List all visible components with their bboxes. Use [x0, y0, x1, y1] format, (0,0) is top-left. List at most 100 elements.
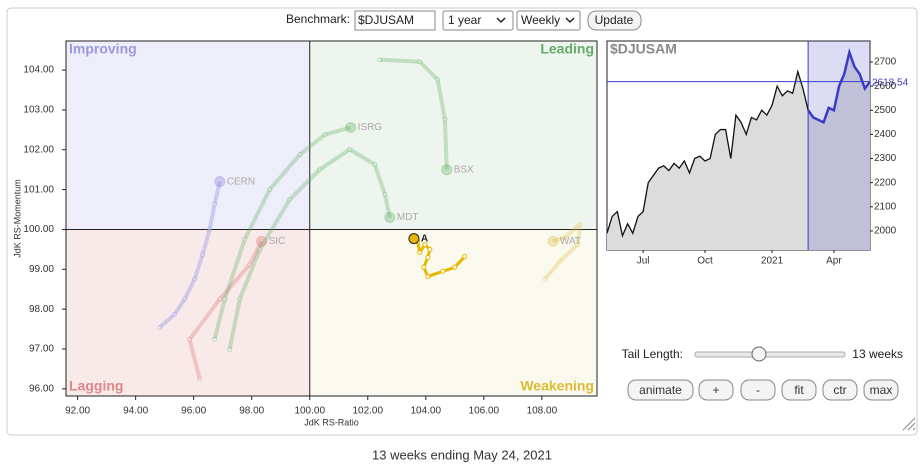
tail-label: ISRG: [358, 122, 383, 133]
control-button[interactable]: ctr: [822, 379, 858, 401]
tail-point: [417, 59, 423, 65]
y-tick-label: 104.00: [23, 65, 54, 76]
tail-point: [417, 250, 423, 256]
y-tick-label: 103.00: [23, 105, 54, 116]
resize-handle: [902, 417, 916, 431]
y-tick-label: 98.00: [29, 304, 54, 315]
button-frame[interactable]: [740, 379, 776, 401]
button-frame[interactable]: [781, 379, 817, 401]
quadrant-label: Leading: [540, 41, 594, 57]
button-label[interactable]: max: [870, 383, 893, 397]
benchmark-value[interactable]: $DJUSAM: [358, 13, 414, 27]
tail-label: A: [421, 233, 428, 244]
quadrant-improving: [66, 41, 310, 230]
tail-point: [372, 162, 378, 168]
tail: [543, 222, 582, 281]
control-button[interactable]: animate: [627, 379, 694, 401]
x-tick-label: 92.00: [65, 406, 90, 417]
frequency-value[interactable]: Weekly: [521, 13, 560, 27]
price-line-tail: [807, 47, 872, 125]
period-value[interactable]: 1 year: [448, 13, 481, 27]
tail-point: [227, 346, 233, 352]
tail-point: [322, 132, 328, 138]
tail-point: [182, 296, 188, 302]
y-tick-label: 100.00: [23, 224, 54, 235]
tail-point: [297, 152, 303, 158]
tail-point: [557, 258, 563, 264]
x-tick-label: Oct: [697, 256, 713, 267]
button-label[interactable]: -: [756, 383, 760, 397]
tail-point: [440, 268, 446, 274]
benchmark-label: Benchmark:: [286, 12, 350, 26]
update-label[interactable]: Update: [595, 13, 634, 27]
tail-point: [542, 276, 548, 282]
button-frame[interactable]: [863, 379, 899, 401]
y-tick-label: 2200: [874, 177, 897, 188]
tail-point: [435, 77, 441, 83]
tail-head: [256, 235, 268, 247]
y-tick-label: 2000: [874, 226, 897, 237]
y-tick-label: 99.00: [29, 264, 54, 275]
tail-point: [442, 116, 448, 122]
tail: [212, 125, 352, 340]
tail-point: [172, 311, 178, 317]
tail-point: [247, 262, 253, 268]
tail-head: [408, 233, 420, 245]
button-label[interactable]: +: [712, 383, 719, 397]
button-label[interactable]: ctr: [833, 383, 846, 397]
select-arrow: [496, 17, 506, 24]
quadrant-label: Improving: [69, 41, 137, 57]
frequency-select[interactable]: [516, 10, 581, 31]
tail-head: [345, 121, 357, 133]
period-select[interactable]: [442, 10, 514, 31]
tail-point: [242, 236, 248, 242]
tail: [158, 181, 222, 329]
tail-point: [421, 264, 427, 270]
x-tick-label: 108.00: [527, 406, 558, 417]
tail-point: [452, 264, 458, 270]
quadrant-lagging: [66, 229, 310, 396]
x-tick-label: 104.00: [411, 406, 442, 417]
control-button[interactable]: -: [740, 379, 776, 401]
quadrant-label: Weakening: [520, 378, 594, 394]
price-line: [606, 69, 809, 238]
slider-thumb[interactable]: [751, 346, 767, 362]
control-button[interactable]: fit: [781, 379, 817, 401]
slider-track[interactable]: [694, 351, 846, 358]
quadrant-weakening: [309, 229, 597, 396]
tail-point: [217, 296, 223, 302]
tail-point: [347, 146, 353, 152]
button-frame[interactable]: [698, 379, 734, 401]
control-button[interactable]: +: [698, 379, 734, 401]
tail-head: [547, 235, 559, 247]
tail: [187, 240, 264, 380]
button-label[interactable]: fit: [794, 383, 804, 397]
tail-point: [377, 57, 383, 63]
tail-point: [562, 234, 568, 240]
update-button[interactable]: Update: [587, 10, 642, 31]
quadrant-label: Lagging: [69, 378, 123, 394]
button-label[interactable]: animate: [639, 383, 682, 397]
button-frame[interactable]: [822, 379, 858, 401]
benchmark-input[interactable]: [354, 10, 436, 31]
tail-point: [187, 336, 193, 342]
tail-point: [425, 273, 431, 279]
tail-point: [577, 221, 583, 227]
tail-label: BSX: [454, 164, 474, 175]
tail-window: [808, 41, 870, 250]
y-tick-label: 97.00: [29, 344, 54, 355]
tail-point: [575, 242, 581, 248]
tail-point: [427, 246, 433, 252]
tail-point: [462, 254, 468, 260]
tail-point: [192, 276, 198, 282]
tail-length-value: 13 weeks: [852, 347, 903, 361]
y-axis-title: JdK RS-Momentum: [12, 179, 22, 258]
x-axis-title: JdK RS-Ratio: [304, 417, 359, 427]
control-button[interactable]: max: [863, 379, 899, 401]
y-tick-label: 2100: [874, 201, 897, 212]
tail-label: CERN: [227, 176, 255, 187]
tail-point: [267, 187, 273, 193]
y-tick-label: 2700: [874, 57, 897, 68]
button-frame[interactable]: [627, 379, 694, 401]
